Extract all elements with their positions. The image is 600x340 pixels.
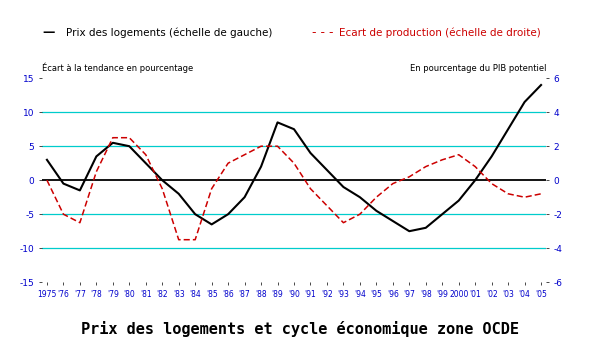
Text: Prix des logements (échelle de gauche): Prix des logements (échelle de gauche) (66, 27, 272, 37)
Text: Ecart de production (échelle de droite): Ecart de production (échelle de droite) (339, 27, 541, 37)
Text: —: — (42, 26, 55, 39)
Text: Prix des logements et cycle économique zone OCDE: Prix des logements et cycle économique z… (81, 321, 519, 337)
Text: - - -: - - - (312, 26, 334, 39)
Text: Écart à la tendance en pourcentage: Écart à la tendance en pourcentage (42, 63, 193, 73)
Text: En pourcentage du PIB potentiel: En pourcentage du PIB potentiel (409, 64, 546, 73)
